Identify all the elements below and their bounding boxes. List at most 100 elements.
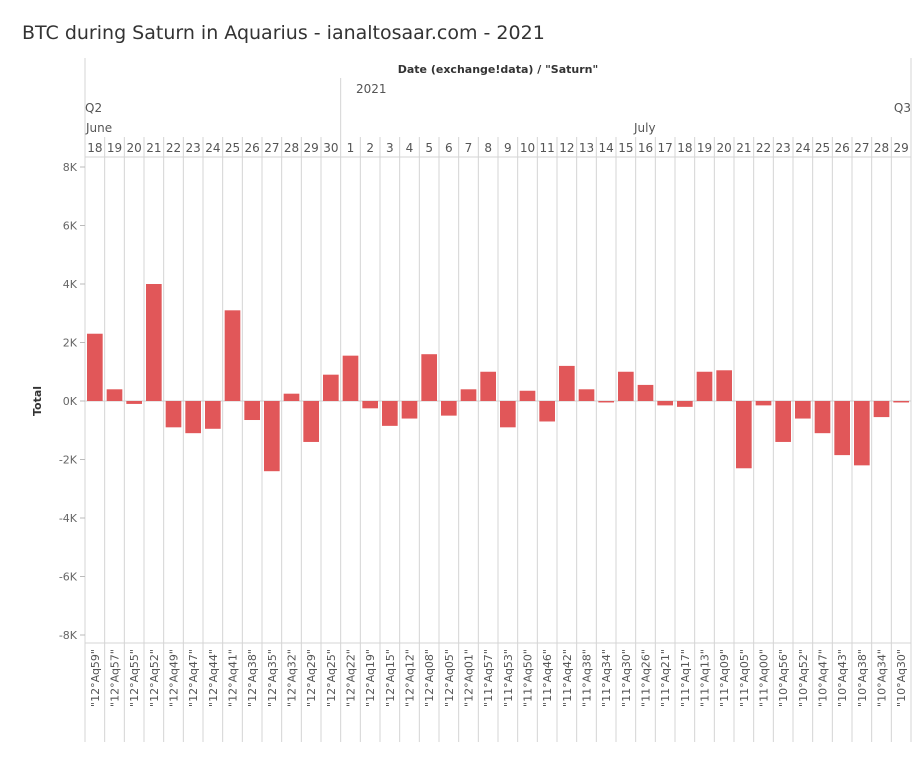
- day-label: 15: [618, 141, 633, 155]
- day-label: 16: [638, 141, 653, 155]
- category-label: "12°Aq29": [305, 649, 318, 707]
- day-label: 21: [146, 141, 161, 155]
- bar: [657, 401, 673, 406]
- category-label: "11°Aq46": [541, 649, 554, 707]
- category-label: "12°Aq52": [148, 649, 161, 707]
- day-label: 18: [87, 141, 102, 155]
- category-label: "12°Aq15": [384, 649, 397, 707]
- day-label: 26: [245, 141, 260, 155]
- bar: [480, 371, 496, 401]
- bar: [441, 401, 457, 416]
- category-label: "10°Aq47": [817, 649, 830, 707]
- day-label: 6: [445, 141, 453, 155]
- day-label: 12: [559, 141, 574, 155]
- category-label: "12°Aq55": [128, 649, 141, 707]
- category-label: "10°Aq56": [777, 649, 790, 707]
- y-tick-label: 2K: [63, 337, 78, 350]
- day-label: 29: [894, 141, 909, 155]
- day-label: 7: [465, 141, 473, 155]
- day-label: 4: [406, 141, 414, 155]
- category-label: "11°Aq57": [482, 649, 495, 707]
- y-tick-label: 0K: [63, 395, 78, 408]
- quarter-label: Q3: [894, 101, 911, 115]
- category-label: "11°Aq17": [679, 649, 692, 707]
- day-label: 5: [425, 141, 433, 155]
- day-label: 28: [284, 141, 299, 155]
- quarter-label: Q2: [85, 101, 102, 115]
- day-label: 8: [484, 141, 492, 155]
- day-label: 10: [520, 141, 535, 155]
- bar: [519, 390, 536, 401]
- category-label: "12°Aq47": [187, 649, 200, 707]
- bar: [618, 371, 634, 401]
- y-tick-label: -8K: [59, 629, 78, 642]
- bar: [283, 393, 300, 401]
- bar: [185, 401, 201, 434]
- day-label: 29: [304, 141, 319, 155]
- bar: [362, 401, 378, 409]
- day-label: 19: [107, 141, 122, 155]
- chart-title: BTC during Saturn in Aquarius - ianaltos…: [22, 22, 545, 44]
- bar: [795, 401, 811, 419]
- bar: [146, 284, 162, 401]
- day-label: 27: [854, 141, 869, 155]
- bar: [677, 401, 693, 407]
- day-label: 3: [386, 141, 394, 155]
- category-label: "12°Aq22": [345, 649, 358, 707]
- bar: [421, 354, 437, 401]
- day-label: 18: [677, 141, 692, 155]
- month-label: June: [85, 121, 112, 135]
- y-tick-label: -6K: [59, 571, 78, 584]
- category-label: "11°Aq42": [561, 649, 574, 707]
- category-label: "12°Aq25": [325, 649, 338, 707]
- bar: [873, 401, 890, 418]
- bar: [755, 401, 772, 406]
- bar: [303, 401, 319, 442]
- category-label: "10°Aq43": [836, 649, 849, 707]
- category-label: "11°Aq13": [699, 649, 712, 707]
- day-label: 22: [756, 141, 771, 155]
- bar: [637, 384, 654, 401]
- bar: [106, 389, 123, 401]
- day-label: 17: [658, 141, 673, 155]
- month-label: July: [633, 121, 656, 135]
- day-label: 1: [347, 141, 355, 155]
- bar: [342, 355, 359, 401]
- header-label: Date (exchange!data) / "Saturn": [398, 63, 598, 76]
- category-label: "12°Aq44": [207, 649, 220, 707]
- y-tick-label: -4K: [59, 512, 78, 525]
- day-label: 19: [697, 141, 712, 155]
- category-label: "12°Aq19": [364, 649, 377, 707]
- bar: [382, 401, 398, 426]
- day-label: 24: [205, 141, 220, 155]
- category-label: "12°Aq12": [404, 649, 417, 707]
- day-label: 30: [323, 141, 338, 155]
- bar: [87, 333, 103, 401]
- day-label: 25: [225, 141, 240, 155]
- day-label: 26: [835, 141, 850, 155]
- day-label: 20: [717, 141, 732, 155]
- bar: [696, 371, 713, 401]
- category-label: "11°Aq09": [718, 649, 731, 707]
- category-label: "11°Aq26": [640, 649, 653, 707]
- day-label: 9: [504, 141, 512, 155]
- bar: [264, 401, 280, 472]
- day-label: 24: [795, 141, 810, 155]
- category-label: "12°Aq08": [423, 649, 436, 707]
- bar: [205, 401, 221, 429]
- day-label: 23: [776, 141, 791, 155]
- bar: [323, 374, 339, 401]
- day-label: 21: [736, 141, 751, 155]
- bar: [854, 401, 870, 466]
- category-label: "11°Aq21": [659, 649, 672, 707]
- day-label: 11: [540, 141, 555, 155]
- category-label: "11°Aq00": [758, 649, 771, 707]
- y-tick-label: 8K: [63, 161, 78, 174]
- bar: [224, 310, 241, 401]
- bar: [559, 365, 575, 401]
- category-label: "11°Aq05": [738, 649, 751, 707]
- category-label: "11°Aq34": [600, 649, 613, 707]
- day-label: 25: [815, 141, 830, 155]
- category-label: "12°Aq01": [463, 649, 476, 707]
- bar: [716, 370, 732, 401]
